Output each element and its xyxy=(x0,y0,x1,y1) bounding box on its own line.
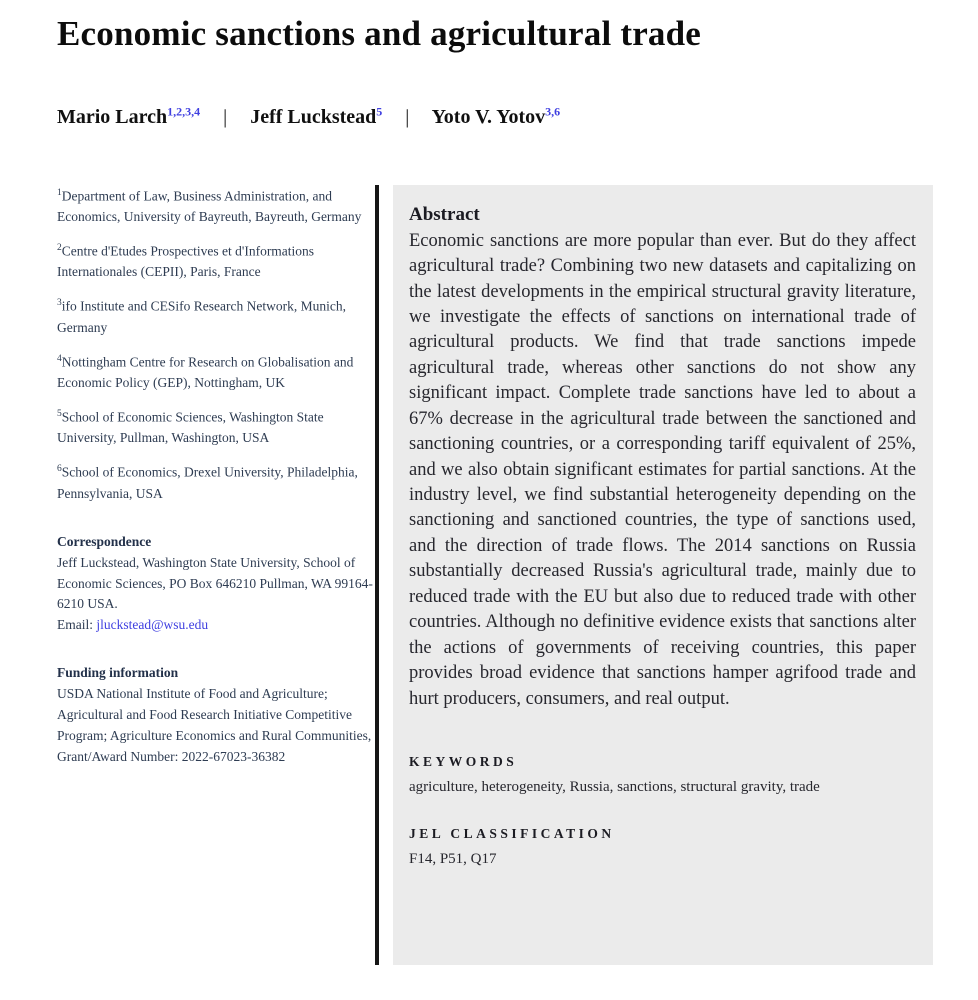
two-column-layout: 1Department of Law, Business Administrat… xyxy=(57,184,933,965)
affiliation-marker: 1 xyxy=(57,187,62,198)
correspondence-email-line: Email: jluckstead@wsu.edu xyxy=(57,615,375,636)
jel-heading: JEL CLASSIFICATION xyxy=(409,825,615,841)
jel-section: JEL CLASSIFICATION F14, P51, Q17 xyxy=(409,826,916,868)
author-affiliation-superscript: 5 xyxy=(376,104,383,118)
author-affiliation-superscript: 1,2,3,4 xyxy=(167,104,201,118)
affiliation-item: 4Nottingham Centre for Research on Globa… xyxy=(57,352,375,394)
funding-heading: Funding information xyxy=(57,665,179,681)
author-name: Jeff Luckstead5 xyxy=(250,104,383,128)
affiliation-text: School of Economics, Drexel University, … xyxy=(57,464,358,501)
affiliation-item: 2Centre d'Etudes Prospectives et d'Infor… xyxy=(57,241,375,283)
author-separator: | xyxy=(405,105,410,128)
author-name: Yoto V. Yotov3,6 xyxy=(431,104,561,128)
vertical-divider xyxy=(375,184,379,965)
correspondence-text: Jeff Luckstead, Washington State Univers… xyxy=(57,554,373,612)
affiliation-item: 5School of Economic Sciences, Washington… xyxy=(57,407,375,449)
funding-block: Funding information USDA National Instit… xyxy=(57,663,375,768)
jel-text: F14, P51, Q17 xyxy=(409,850,497,867)
affiliation-text: ifo Institute and CESifo Research Networ… xyxy=(57,298,346,335)
author-separator: | xyxy=(223,105,228,128)
affiliation-item: 3ifo Institute and CESifo Research Netwo… xyxy=(57,296,375,338)
affiliation-marker: 4 xyxy=(57,353,62,364)
author-affiliation-superscript: 3,6 xyxy=(545,104,561,118)
abstract-heading: Abstract xyxy=(409,203,480,225)
affiliation-text: Department of Law, Business Administrati… xyxy=(57,188,362,225)
affiliation-item: 1Department of Law, Business Administrat… xyxy=(57,186,375,228)
affiliation-sidebar: 1Department of Law, Business Administrat… xyxy=(57,185,375,965)
email-link[interactable]: jluckstead@wsu.edu xyxy=(96,617,209,633)
affiliation-text: School of Economic Sciences, Washington … xyxy=(57,409,324,446)
keywords-heading: KEYWORDS xyxy=(409,753,518,769)
correspondence-block: Correspondence Jeff Luckstead, Washingto… xyxy=(57,532,375,637)
affiliation-marker: 6 xyxy=(57,464,62,475)
keywords-text: agriculture, heterogeneity, Russia, sanc… xyxy=(409,778,820,795)
correspondence-heading: Correspondence xyxy=(57,533,152,549)
abstract-text: Economic sanctions are more popular than… xyxy=(409,230,916,709)
affiliation-text: Nottingham Centre for Research on Global… xyxy=(57,354,354,391)
email-label: Email: xyxy=(57,617,97,633)
affiliation-marker: 3 xyxy=(57,298,62,309)
affiliation-marker: 2 xyxy=(57,243,62,253)
author-line: Mario Larch1,2,3,4 | Jeff Luckstead5 | Y… xyxy=(57,104,933,129)
author-name: Mario Larch1,2,3,4 xyxy=(57,104,201,128)
paper-first-page: Economic sanctions and agricultural trad… xyxy=(57,14,933,965)
affiliation-text: Centre d'Etudes Prospectives et d'Inform… xyxy=(57,243,315,280)
funding-text: USDA National Institute of Food and Agri… xyxy=(57,686,372,765)
affiliation-item: 6School of Economics, Drexel University,… xyxy=(57,462,375,504)
abstract-panel: Abstract Economic sanctions are more pop… xyxy=(393,184,933,965)
keywords-section: KEYWORDS agriculture, heterogeneity, Rus… xyxy=(409,754,916,796)
affiliation-marker: 5 xyxy=(57,409,62,420)
page-title: Economic sanctions and agricultural trad… xyxy=(57,14,702,53)
